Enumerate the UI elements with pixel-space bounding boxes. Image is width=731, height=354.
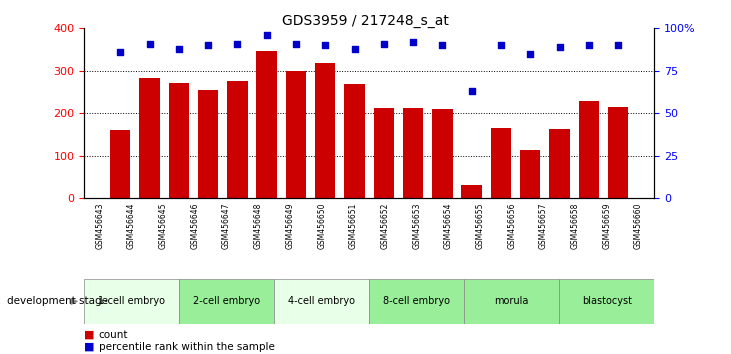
Bar xyxy=(374,108,394,198)
Point xyxy=(202,42,214,48)
Text: morula: morula xyxy=(494,296,529,307)
Bar xyxy=(464,279,559,324)
Bar xyxy=(140,78,160,198)
Bar xyxy=(315,63,336,198)
Point xyxy=(466,88,477,94)
Point xyxy=(349,46,360,52)
Text: GDS3959 / 217248_s_at: GDS3959 / 217248_s_at xyxy=(282,14,449,28)
Text: 2-cell embryo: 2-cell embryo xyxy=(193,296,260,307)
Text: 4-cell embryo: 4-cell embryo xyxy=(288,296,355,307)
Point xyxy=(378,41,390,46)
Point xyxy=(613,42,624,48)
Text: blastocyst: blastocyst xyxy=(582,296,632,307)
Bar xyxy=(198,90,219,198)
Text: GSM456652: GSM456652 xyxy=(381,202,390,249)
Point xyxy=(261,32,273,38)
Text: GSM456656: GSM456656 xyxy=(507,202,516,249)
Text: GSM456655: GSM456655 xyxy=(476,202,485,249)
Text: GSM456660: GSM456660 xyxy=(634,202,643,249)
Point xyxy=(495,42,507,48)
Bar xyxy=(608,107,629,198)
Text: development stage: development stage xyxy=(7,296,108,307)
Bar xyxy=(403,108,423,198)
Bar xyxy=(461,185,482,198)
Point xyxy=(319,42,331,48)
Bar xyxy=(578,101,599,198)
Text: GSM456659: GSM456659 xyxy=(602,202,611,249)
Text: GSM456653: GSM456653 xyxy=(412,202,421,249)
Text: ■: ■ xyxy=(84,330,94,339)
Bar xyxy=(110,130,130,198)
Bar xyxy=(432,109,452,198)
Text: GSM456643: GSM456643 xyxy=(96,202,105,249)
Text: ■: ■ xyxy=(84,342,94,352)
Text: GSM456646: GSM456646 xyxy=(191,202,200,249)
Text: GSM456644: GSM456644 xyxy=(127,202,136,249)
Bar xyxy=(227,81,248,198)
Text: count: count xyxy=(99,330,128,339)
Point xyxy=(290,41,302,46)
Text: GSM456645: GSM456645 xyxy=(159,202,167,249)
Bar xyxy=(179,279,274,324)
Point xyxy=(553,44,565,50)
Bar xyxy=(520,150,540,198)
Bar xyxy=(286,71,306,198)
Text: GSM456651: GSM456651 xyxy=(349,202,357,249)
Point xyxy=(144,41,156,46)
Point xyxy=(436,42,448,48)
Text: GSM456649: GSM456649 xyxy=(286,202,295,249)
Point xyxy=(114,49,126,55)
Text: 1-cell embryo: 1-cell embryo xyxy=(98,296,165,307)
Text: GSM456657: GSM456657 xyxy=(539,202,548,249)
Bar xyxy=(344,84,365,198)
Point xyxy=(407,39,419,45)
Text: GSM456658: GSM456658 xyxy=(571,202,580,249)
Bar xyxy=(169,83,189,198)
Bar xyxy=(257,51,277,198)
Text: GSM456647: GSM456647 xyxy=(222,202,231,249)
Text: GSM456654: GSM456654 xyxy=(444,202,452,249)
Bar xyxy=(559,279,654,324)
Bar xyxy=(491,128,511,198)
Text: GSM456648: GSM456648 xyxy=(254,202,262,249)
Text: 8-cell embryo: 8-cell embryo xyxy=(383,296,450,307)
Point xyxy=(583,42,594,48)
Point xyxy=(524,51,536,57)
Text: percentile rank within the sample: percentile rank within the sample xyxy=(99,342,275,352)
Bar xyxy=(549,129,569,198)
Text: GSM456650: GSM456650 xyxy=(317,202,326,249)
Point xyxy=(173,46,185,52)
Bar xyxy=(274,279,369,324)
Point xyxy=(232,41,243,46)
Bar xyxy=(369,279,464,324)
Bar xyxy=(84,279,179,324)
